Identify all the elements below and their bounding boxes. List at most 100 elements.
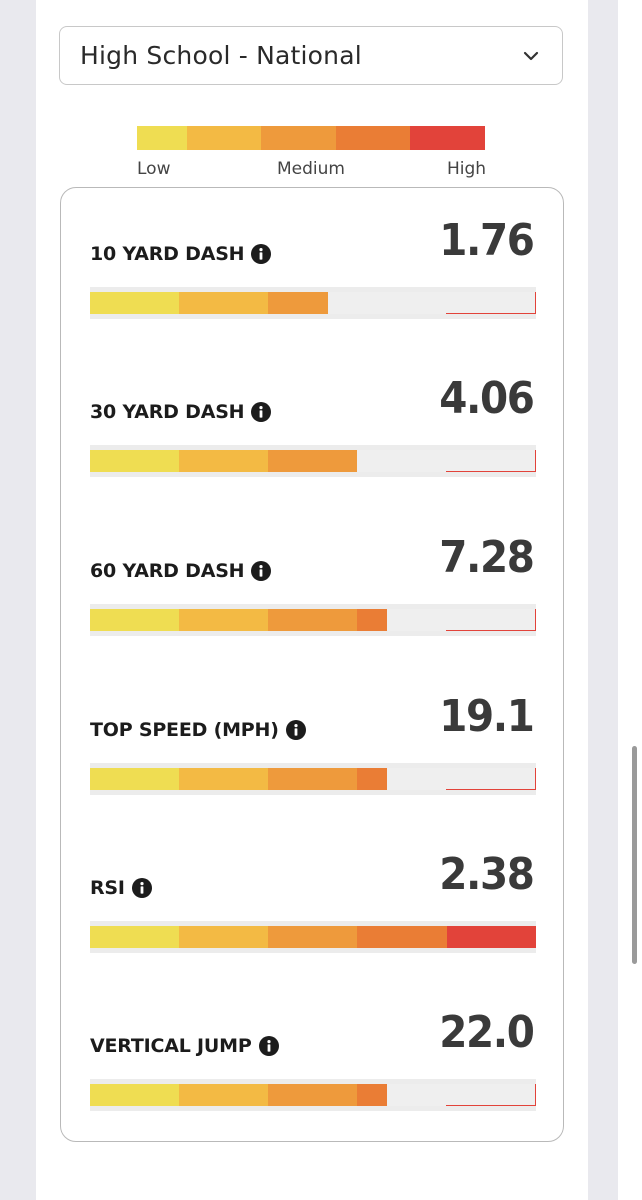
metric-top-speed: TOP SPEED (MPH) 19.1: [61, 664, 565, 804]
bar-fill: [90, 450, 358, 472]
bar-segment: [268, 292, 299, 314]
bar-segment: [298, 768, 328, 790]
legend-segment: [385, 126, 411, 150]
metric-30-yard-dash: 30 YARD DASH 4.06: [61, 346, 565, 486]
bar-segment: [179, 768, 209, 790]
bar-high-zone-line: [446, 313, 536, 314]
scrollbar[interactable]: [632, 746, 637, 964]
metric-level-bar: [90, 921, 536, 953]
legend-segment: [460, 126, 486, 150]
info-icon[interactable]: [251, 244, 272, 264]
bar-segment: [90, 450, 120, 472]
bar-segment: [179, 292, 209, 314]
bar-segment: [208, 1084, 239, 1106]
metric-level-bar: [90, 1079, 536, 1111]
bar-segment: [238, 926, 269, 948]
metric-level-bar: [90, 445, 536, 477]
metric-level-bar: [90, 604, 536, 636]
bar-segment: [119, 926, 150, 948]
bar-segment: [238, 450, 269, 472]
bar-high-zone-line: [446, 789, 536, 790]
bar-segment: [149, 1084, 180, 1106]
info-icon[interactable]: [251, 561, 272, 581]
bar-high-zone-line: [446, 1105, 536, 1106]
bar-high-zone-end: [535, 292, 536, 314]
bar-segment: [357, 609, 388, 631]
bar-high-zone-end: [535, 768, 536, 790]
legend-segment: [236, 126, 262, 150]
bar-segment: [327, 609, 358, 631]
bar-fill: [90, 609, 388, 631]
bar-high-zone-end: [535, 609, 536, 631]
bar-high-zone-end: [535, 450, 536, 472]
info-icon[interactable]: [258, 1036, 279, 1056]
metric-label: RSI: [90, 877, 125, 899]
metric-value: 22.0: [439, 1007, 536, 1058]
metric-rsi: RSI 2.38: [61, 822, 565, 962]
bar-segment: [298, 609, 328, 631]
bar-segment: [179, 609, 209, 631]
info-icon[interactable]: [251, 402, 272, 422]
legend-segment: [186, 126, 212, 150]
bar-segment: [208, 768, 239, 790]
bar-segment: [298, 450, 328, 472]
bar-fill: [90, 1084, 388, 1106]
scroll-track: [618, 0, 642, 1200]
bar-segment: [238, 768, 269, 790]
bar-segment: [149, 292, 180, 314]
bar-segment: [90, 292, 120, 314]
bar-segment: [268, 768, 299, 790]
chevron-down-icon: [523, 51, 539, 61]
bar-segment: [327, 768, 358, 790]
legend-segment: [137, 126, 162, 150]
metric-label: 60 YARD DASH: [90, 560, 245, 582]
bar-segment: [268, 609, 299, 631]
bar-segment: [149, 768, 180, 790]
metric-label: VERTICAL JUMP: [90, 1035, 252, 1057]
bar-segment: [506, 926, 536, 948]
metric-label: 30 YARD DASH: [90, 401, 245, 423]
bar-high-zone-line: [446, 630, 536, 631]
bar-high-zone-line: [446, 471, 536, 472]
legend-low-label: Low: [137, 159, 171, 179]
bar-segment: [208, 450, 239, 472]
bar-segment: [357, 926, 388, 948]
bar-fill: [90, 926, 536, 948]
legend-segment: [435, 126, 461, 150]
metric-value: 19.1: [439, 691, 536, 742]
bar-segment: [149, 450, 180, 472]
legend-segment: [286, 126, 312, 150]
metric-label: TOP SPEED (MPH): [90, 719, 279, 741]
bar-segment: [238, 292, 269, 314]
metric-60-yard-dash: 60 YARD DASH 7.28: [61, 505, 565, 645]
bar-segment: [327, 926, 358, 948]
bar-segment: [208, 609, 239, 631]
metric-level-bar: [90, 287, 536, 319]
comparison-group-value: High School - National: [80, 41, 362, 70]
bar-segment: [298, 292, 328, 314]
bar-segment: [90, 1084, 120, 1106]
bar-segment: [416, 926, 447, 948]
bar-segment: [446, 926, 477, 948]
legend-medium-label: Medium: [277, 159, 345, 179]
info-icon[interactable]: [131, 878, 152, 898]
comparison-group-select[interactable]: High School - National: [59, 26, 563, 85]
bar-segment: [179, 926, 209, 948]
metric-level-bar: [90, 763, 536, 795]
metric-10-yard-dash: 10 YARD DASH 1.76: [61, 188, 565, 328]
metrics-card: 10 YARD DASH 1.76 30 YARD DASH 4.06 60 Y…: [60, 187, 564, 1142]
bar-segment: [119, 768, 150, 790]
legend-segment: [311, 126, 336, 150]
bar-segment: [119, 1084, 150, 1106]
info-icon[interactable]: [285, 720, 306, 740]
bar-segment: [357, 768, 388, 790]
bar-segment: [298, 1084, 328, 1106]
bar-segment: [327, 450, 358, 472]
bar-fill: [90, 292, 328, 314]
bar-segment: [119, 609, 150, 631]
bar-segment: [387, 926, 417, 948]
legend-segment: [410, 126, 436, 150]
bar-segment: [119, 450, 150, 472]
metric-label: 10 YARD DASH: [90, 243, 245, 265]
metric-value: 1.76: [439, 215, 536, 266]
